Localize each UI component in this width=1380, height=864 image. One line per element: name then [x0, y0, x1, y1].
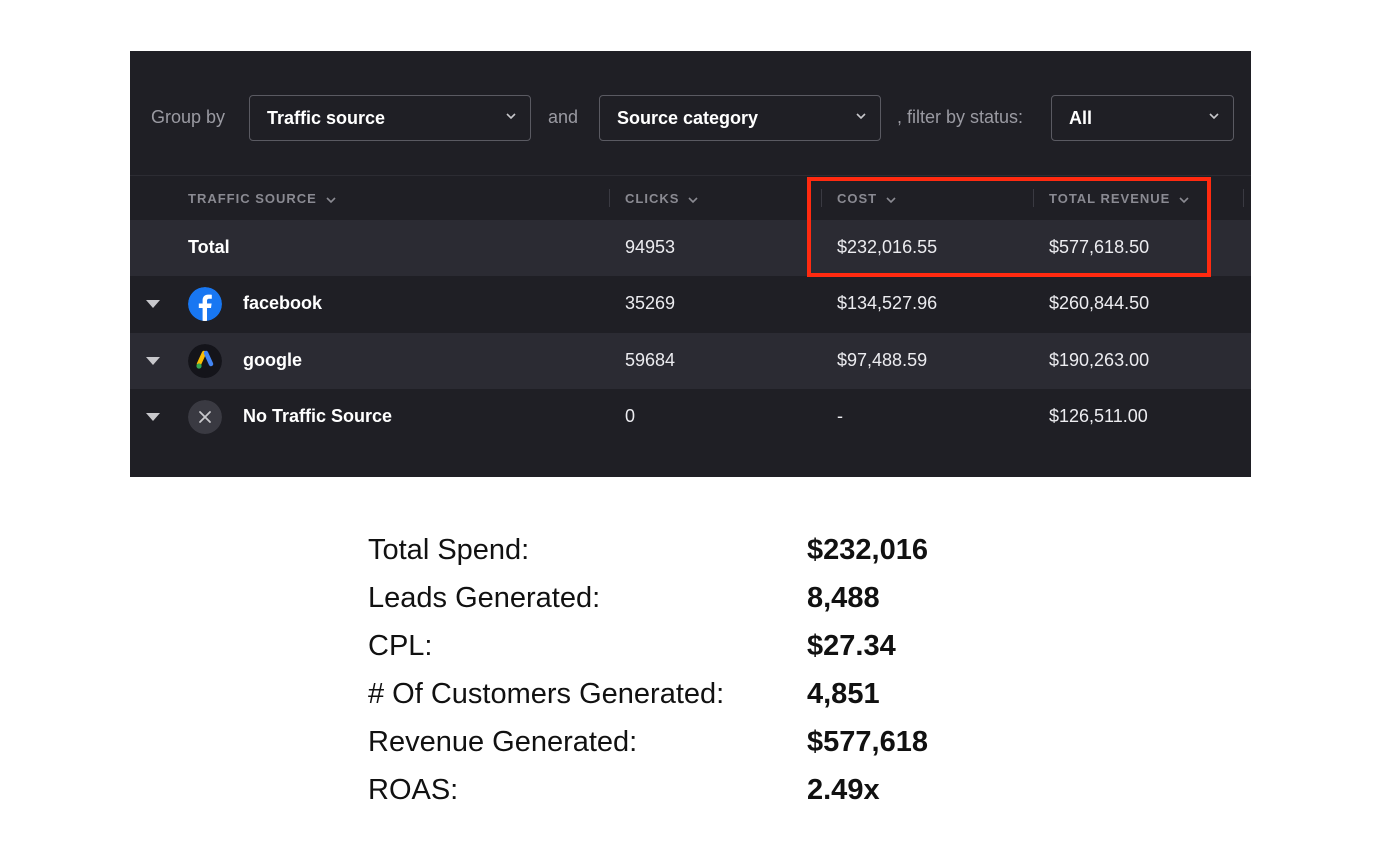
summary-value: 4,851: [807, 678, 880, 710]
revenue-value: $190,263.00: [1049, 350, 1150, 370]
table-header: TRAFFIC SOURCE CLICKS COST TOTAL REVENUE: [130, 175, 1251, 220]
chevron-down-icon: [1179, 196, 1189, 203]
column-divider: [1243, 189, 1244, 207]
group-by-select[interactable]: Traffic source: [249, 95, 531, 141]
status-select[interactable]: All: [1051, 95, 1234, 141]
and-label: and: [548, 107, 579, 127]
group-by-label: Group by: [151, 107, 226, 127]
revenue-value: $260,844.50: [1049, 293, 1150, 313]
table-row: No Traffic Source 0 - $126,511.00: [130, 389, 1251, 445]
summary-label: ROAS:: [368, 774, 459, 806]
traffic-source-name[interactable]: facebook: [243, 293, 323, 313]
second-group-select[interactable]: Source category: [599, 95, 881, 141]
clicks-value: 0: [625, 406, 636, 426]
total-label: Total: [188, 237, 230, 257]
summary-label: Total Spend:: [368, 534, 530, 566]
column-divider: [1033, 189, 1034, 207]
filter-status-label: , filter by status:: [897, 107, 1024, 127]
expand-caret-icon[interactable]: [146, 413, 160, 421]
header-clicks-label: CLICKS: [625, 191, 680, 206]
close-icon: [188, 400, 222, 434]
summary-value: $232,016: [807, 534, 928, 566]
chevron-down-icon: [688, 196, 698, 203]
chevron-down-icon: [1209, 113, 1219, 120]
report-panel: Group by Traffic source and Source categ…: [130, 51, 1251, 477]
traffic-source-name[interactable]: google: [243, 350, 302, 370]
header-clicks[interactable]: CLICKS: [625, 191, 699, 206]
summary-label: CPL:: [368, 630, 433, 662]
table-row: facebook 35269 $134,527.96 $260,844.50: [130, 276, 1251, 332]
header-cost[interactable]: COST: [837, 191, 897, 206]
chevron-down-icon: [856, 113, 866, 120]
summary-value: 2.49x: [807, 774, 880, 806]
header-cost-label: COST: [837, 191, 878, 206]
status-value: All: [1069, 108, 1093, 128]
table-row: google 59684 $97,488.59 $190,263.00: [130, 333, 1251, 389]
cost-value: $97,488.59: [837, 350, 928, 370]
group-by-value: Traffic source: [267, 108, 386, 128]
total-row: Total 94953 $232,016.55 $577,618.50: [130, 220, 1251, 276]
column-divider: [821, 189, 822, 207]
summary-value: $577,618: [807, 726, 928, 758]
expand-caret-icon[interactable]: [146, 357, 160, 365]
chevron-down-icon: [326, 196, 336, 203]
summary-value: $27.34: [807, 630, 896, 662]
header-traffic-source-label: TRAFFIC SOURCE: [188, 191, 317, 206]
total-cost: $232,016.55: [837, 237, 938, 257]
summary-label: Revenue Generated:: [368, 726, 638, 758]
cost-revenue-highlight-box: [807, 177, 1211, 277]
clicks-value: 59684: [625, 350, 676, 370]
expand-caret-icon[interactable]: [146, 300, 160, 308]
clicks-value: 35269: [625, 293, 676, 313]
summary-label: Leads Generated:: [368, 582, 601, 614]
summary-label: # Of Customers Generated:: [368, 678, 725, 710]
revenue-value: $126,511.00: [1049, 406, 1148, 426]
header-total-revenue-label: TOTAL REVENUE: [1049, 191, 1171, 206]
total-revenue: $577,618.50: [1049, 237, 1150, 257]
column-divider: [609, 189, 610, 207]
total-clicks: 94953: [625, 237, 676, 257]
summary-value: 8,488: [807, 582, 880, 614]
chevron-down-icon: [506, 113, 516, 120]
header-total-revenue[interactable]: TOTAL REVENUE: [1049, 191, 1190, 206]
facebook-icon: [188, 287, 222, 321]
chevron-down-icon: [886, 196, 896, 203]
cost-value: -: [837, 406, 843, 426]
google-ads-icon: [188, 344, 222, 378]
header-traffic-source[interactable]: TRAFFIC SOURCE: [188, 191, 337, 206]
traffic-source-name[interactable]: No Traffic Source: [243, 406, 393, 426]
filter-bar: Group by Traffic source and Source categ…: [130, 51, 1251, 176]
cost-value: $134,527.96: [837, 293, 938, 313]
second-group-value: Source category: [617, 108, 759, 128]
